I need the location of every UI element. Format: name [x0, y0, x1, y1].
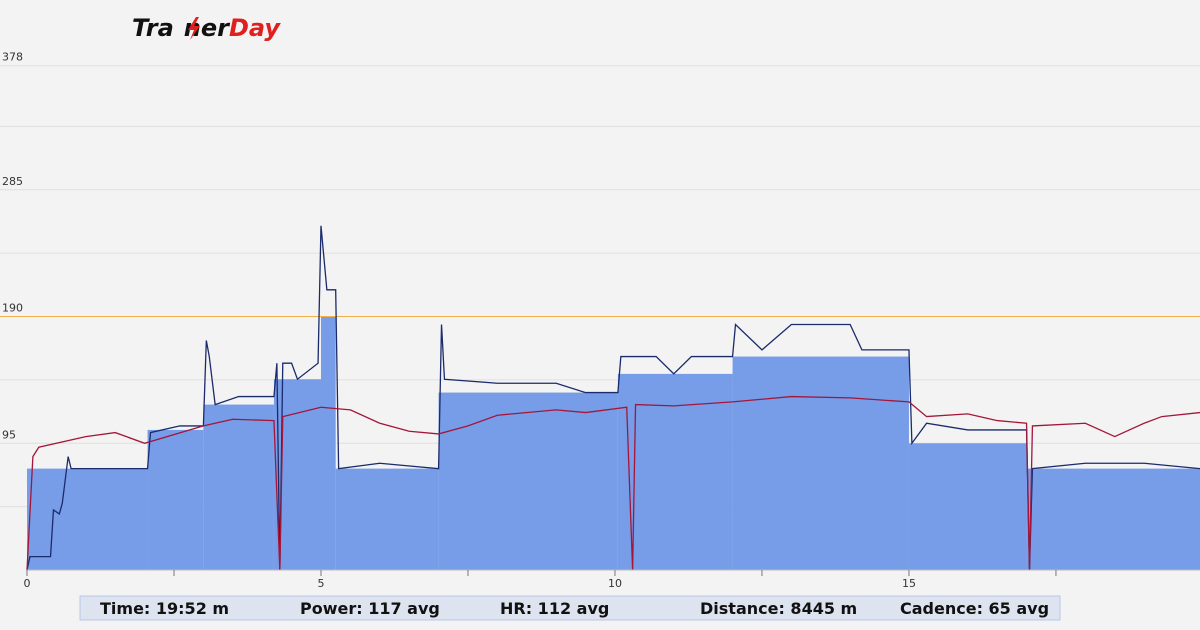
logo-part: Day — [229, 14, 281, 42]
stat-text: Time: 19:52 m — [100, 599, 229, 618]
stats-bar — [79, 595, 1061, 621]
series-line — [26, 225, 1200, 571]
target-step — [438, 392, 618, 570]
logo-part: Tra — [132, 14, 174, 42]
target-step — [1026, 468, 1200, 570]
y-tick-label: 190 — [2, 302, 23, 315]
y-tick-label: 285 — [2, 175, 23, 188]
logo: Tra nerDay — [132, 14, 281, 42]
x-tick-label: 10 — [608, 577, 622, 590]
x-tick-label: 5 — [317, 577, 324, 590]
series-line — [26, 395, 1200, 571]
stat-text: HR: 112 avg — [500, 599, 609, 618]
y-tick-label: 95 — [2, 428, 16, 441]
logo-bolt — [188, 17, 200, 40]
x-tick-label: 15 — [902, 577, 916, 590]
target-step — [732, 356, 909, 570]
stat-text: Distance: 8445 m — [700, 599, 857, 618]
target-step — [320, 316, 336, 570]
x-tick-label: 0 — [24, 577, 31, 590]
target-step — [617, 373, 733, 570]
stat-text: Power: 117 avg — [300, 599, 440, 618]
target-step — [335, 468, 439, 570]
stat-text: Cadence: 65 avg — [900, 599, 1049, 618]
target-step — [147, 429, 204, 570]
target-step — [203, 404, 274, 570]
y-tick-label: 378 — [2, 51, 23, 64]
logo-text: Tra nerDay — [132, 14, 281, 42]
target-step — [27, 468, 148, 570]
target-step — [908, 443, 1027, 570]
